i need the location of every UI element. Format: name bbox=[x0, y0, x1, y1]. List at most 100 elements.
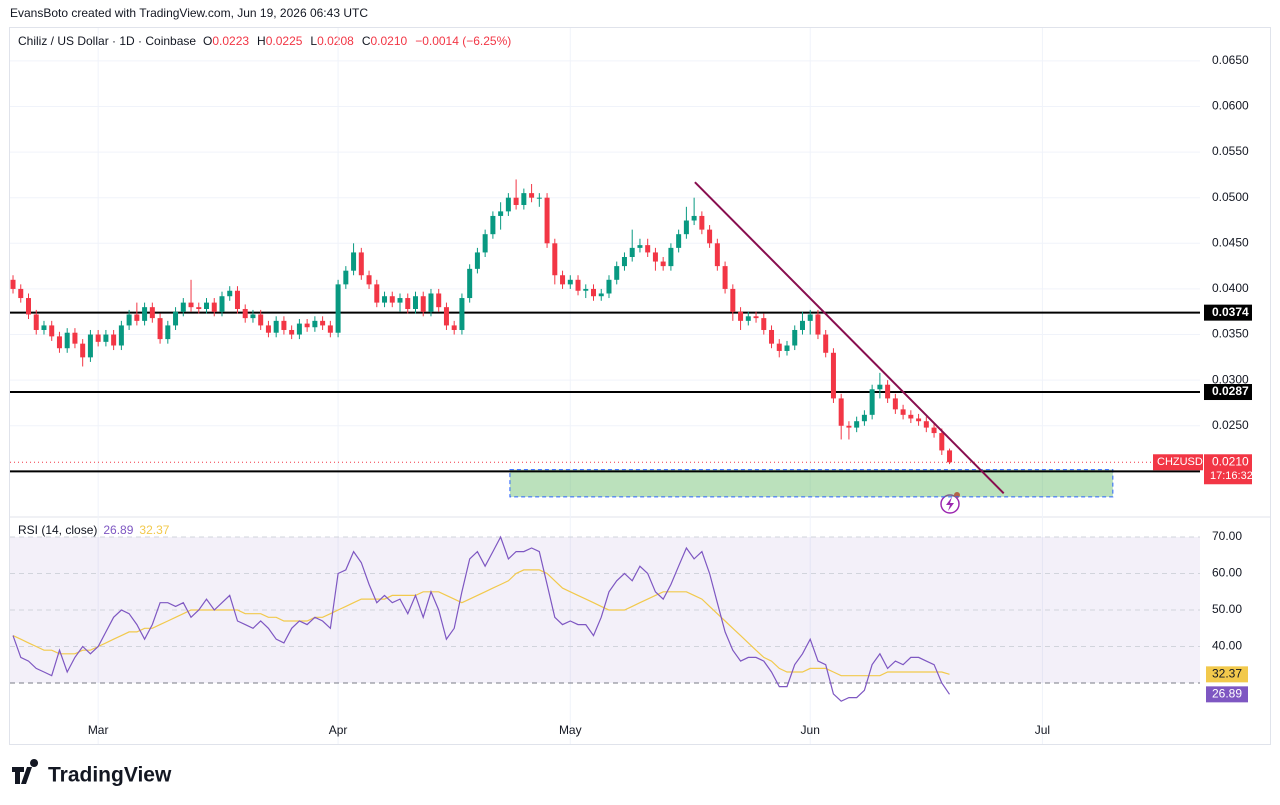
candle-body bbox=[134, 314, 140, 321]
candle-body bbox=[652, 252, 658, 262]
candle-body bbox=[25, 298, 31, 315]
candle-body bbox=[72, 332, 78, 344]
ohlc-change: −0.0014 (−6.25%) bbox=[415, 34, 511, 48]
y-tick-label: 0.0350 bbox=[1212, 327, 1249, 341]
y-tick-label: 0.0600 bbox=[1212, 99, 1249, 113]
logo bbox=[12, 759, 39, 784]
rsi-line bbox=[12, 569, 950, 677]
candle-body bbox=[498, 211, 504, 216]
y-tick-label: 0.0450 bbox=[1212, 235, 1249, 249]
ohlc-legend: O0.0223 H0.0225 L0.0208 C0.0210 −0.0014 (−6.… bbox=[203, 34, 511, 48]
candle-body bbox=[258, 314, 264, 326]
candle-body bbox=[80, 343, 86, 358]
candle-body bbox=[351, 252, 357, 271]
candle-body bbox=[769, 329, 775, 344]
candle-body bbox=[265, 325, 271, 333]
candle-body bbox=[18, 288, 24, 299]
ohlc-value: 0.0225 bbox=[266, 34, 303, 48]
candle-body bbox=[591, 288, 597, 297]
y-tick-label: 0.0650 bbox=[1212, 53, 1249, 67]
y-tick-label: 0.0500 bbox=[1212, 190, 1249, 204]
candle-body bbox=[111, 334, 117, 346]
x-tick-label: Apr bbox=[329, 723, 348, 737]
candle-body bbox=[436, 293, 442, 308]
candle-body bbox=[173, 311, 179, 326]
candle-body bbox=[118, 325, 124, 346]
candle-body bbox=[180, 302, 186, 312]
candle-body bbox=[273, 320, 279, 333]
candle-body bbox=[281, 320, 287, 330]
candle-body bbox=[41, 325, 47, 330]
candle-body bbox=[753, 316, 759, 319]
candle-body bbox=[722, 266, 728, 289]
rsi-value-box bbox=[1206, 686, 1248, 703]
rsi-legend-value: 32.37 bbox=[139, 523, 169, 537]
candle-body bbox=[614, 266, 620, 280]
candle-body bbox=[560, 275, 566, 285]
candle-body bbox=[142, 307, 148, 321]
candle-body bbox=[838, 398, 844, 426]
ohlc-value: 0.0208 bbox=[317, 34, 354, 48]
candle-body bbox=[575, 279, 581, 291]
candle-body bbox=[691, 215, 697, 221]
ohlc-key: H bbox=[257, 34, 266, 48]
ohlc-key: O bbox=[203, 34, 212, 48]
candle-body bbox=[49, 325, 55, 337]
candle-body bbox=[451, 325, 457, 330]
candle-body bbox=[529, 193, 535, 198]
candle-body bbox=[459, 298, 465, 330]
candle-body bbox=[892, 398, 898, 410]
rsi-tick-label: 60.00 bbox=[1212, 566, 1242, 580]
rsi-tick-label: 50.00 bbox=[1212, 602, 1242, 616]
candle-body bbox=[157, 318, 163, 340]
ticker-label: CHZUSD bbox=[1157, 456, 1203, 468]
candle-body bbox=[738, 311, 744, 321]
candle-body bbox=[877, 384, 883, 390]
candle-body bbox=[583, 288, 589, 291]
countdown: 17:16:32 bbox=[1210, 470, 1253, 482]
price-box bbox=[1204, 454, 1252, 485]
level-label: 0.0287 bbox=[1212, 384, 1249, 398]
y-tick-label: 0.0300 bbox=[1212, 372, 1249, 386]
candle-body bbox=[660, 261, 666, 267]
ticker-box bbox=[1153, 454, 1203, 471]
candle-body bbox=[490, 215, 496, 235]
candle-body bbox=[320, 320, 326, 326]
candle-body bbox=[923, 421, 929, 428]
candle-body bbox=[792, 329, 798, 346]
candle-body bbox=[536, 197, 542, 199]
rsi-tick-label: 70.00 bbox=[1212, 529, 1242, 543]
candle-body bbox=[830, 352, 836, 399]
candle-body bbox=[250, 314, 256, 319]
candle-body bbox=[621, 256, 627, 267]
candle-body bbox=[242, 308, 248, 319]
candle-body bbox=[815, 314, 821, 335]
candle-body bbox=[676, 234, 682, 248]
ohlc-key: L bbox=[310, 34, 317, 48]
y-tick-label: 0.0250 bbox=[1212, 418, 1249, 432]
candle-body bbox=[544, 197, 550, 244]
candle-body bbox=[513, 197, 519, 205]
level-label: 0.0374 bbox=[1212, 305, 1249, 319]
level-label-box bbox=[1204, 304, 1252, 321]
frame bbox=[9, 27, 1271, 745]
candle-body bbox=[699, 215, 705, 230]
rsi-line bbox=[12, 535, 950, 702]
candle-body bbox=[861, 414, 867, 422]
candle-body bbox=[56, 336, 62, 349]
candle-body bbox=[947, 450, 953, 463]
candle-body bbox=[103, 334, 109, 342]
candle-body bbox=[784, 345, 790, 351]
candle-body bbox=[854, 421, 860, 428]
candle-body bbox=[908, 414, 914, 419]
brand: TradingView bbox=[48, 764, 172, 787]
candle-body bbox=[505, 197, 511, 212]
candle-body bbox=[730, 288, 736, 312]
candle-body bbox=[761, 318, 767, 330]
candle-body bbox=[64, 332, 70, 349]
rsi-value-label: 26.89 bbox=[1212, 687, 1242, 701]
rsi-tick-label: 40.00 bbox=[1212, 639, 1242, 653]
candle-body bbox=[412, 296, 418, 309]
candle-body bbox=[204, 302, 210, 309]
candle-body bbox=[211, 302, 217, 312]
